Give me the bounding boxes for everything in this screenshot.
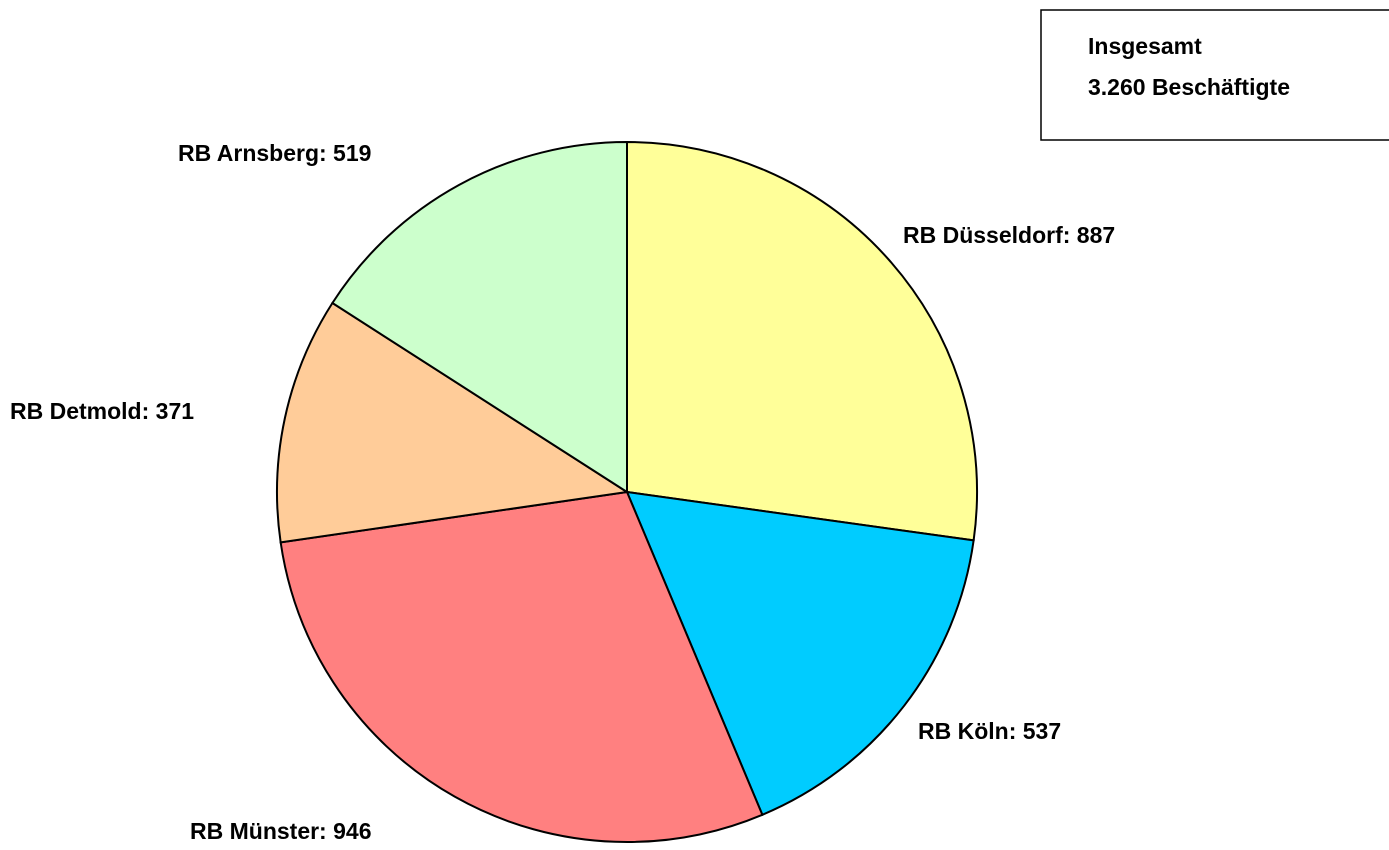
slice-label: RB Arnsberg: 519 bbox=[178, 140, 371, 166]
slice-label: RB Detmold: 371 bbox=[10, 398, 194, 424]
annotation-line: Insgesamt bbox=[1088, 33, 1202, 59]
pie-slice bbox=[625, 490, 975, 817]
pie-slice bbox=[626, 140, 978, 542]
pie-slice bbox=[279, 490, 764, 843]
pie-slice bbox=[276, 301, 630, 544]
pie-slice bbox=[331, 140, 628, 494]
annotation-line: 3.260 Beschäftigte bbox=[1088, 74, 1290, 100]
slice-label: RB Münster: 946 bbox=[190, 818, 371, 844]
annotation-box bbox=[1040, 9, 1389, 141]
slice-label: RB Düsseldorf: 887 bbox=[903, 222, 1115, 248]
slice-label: RB Köln: 537 bbox=[918, 718, 1061, 744]
